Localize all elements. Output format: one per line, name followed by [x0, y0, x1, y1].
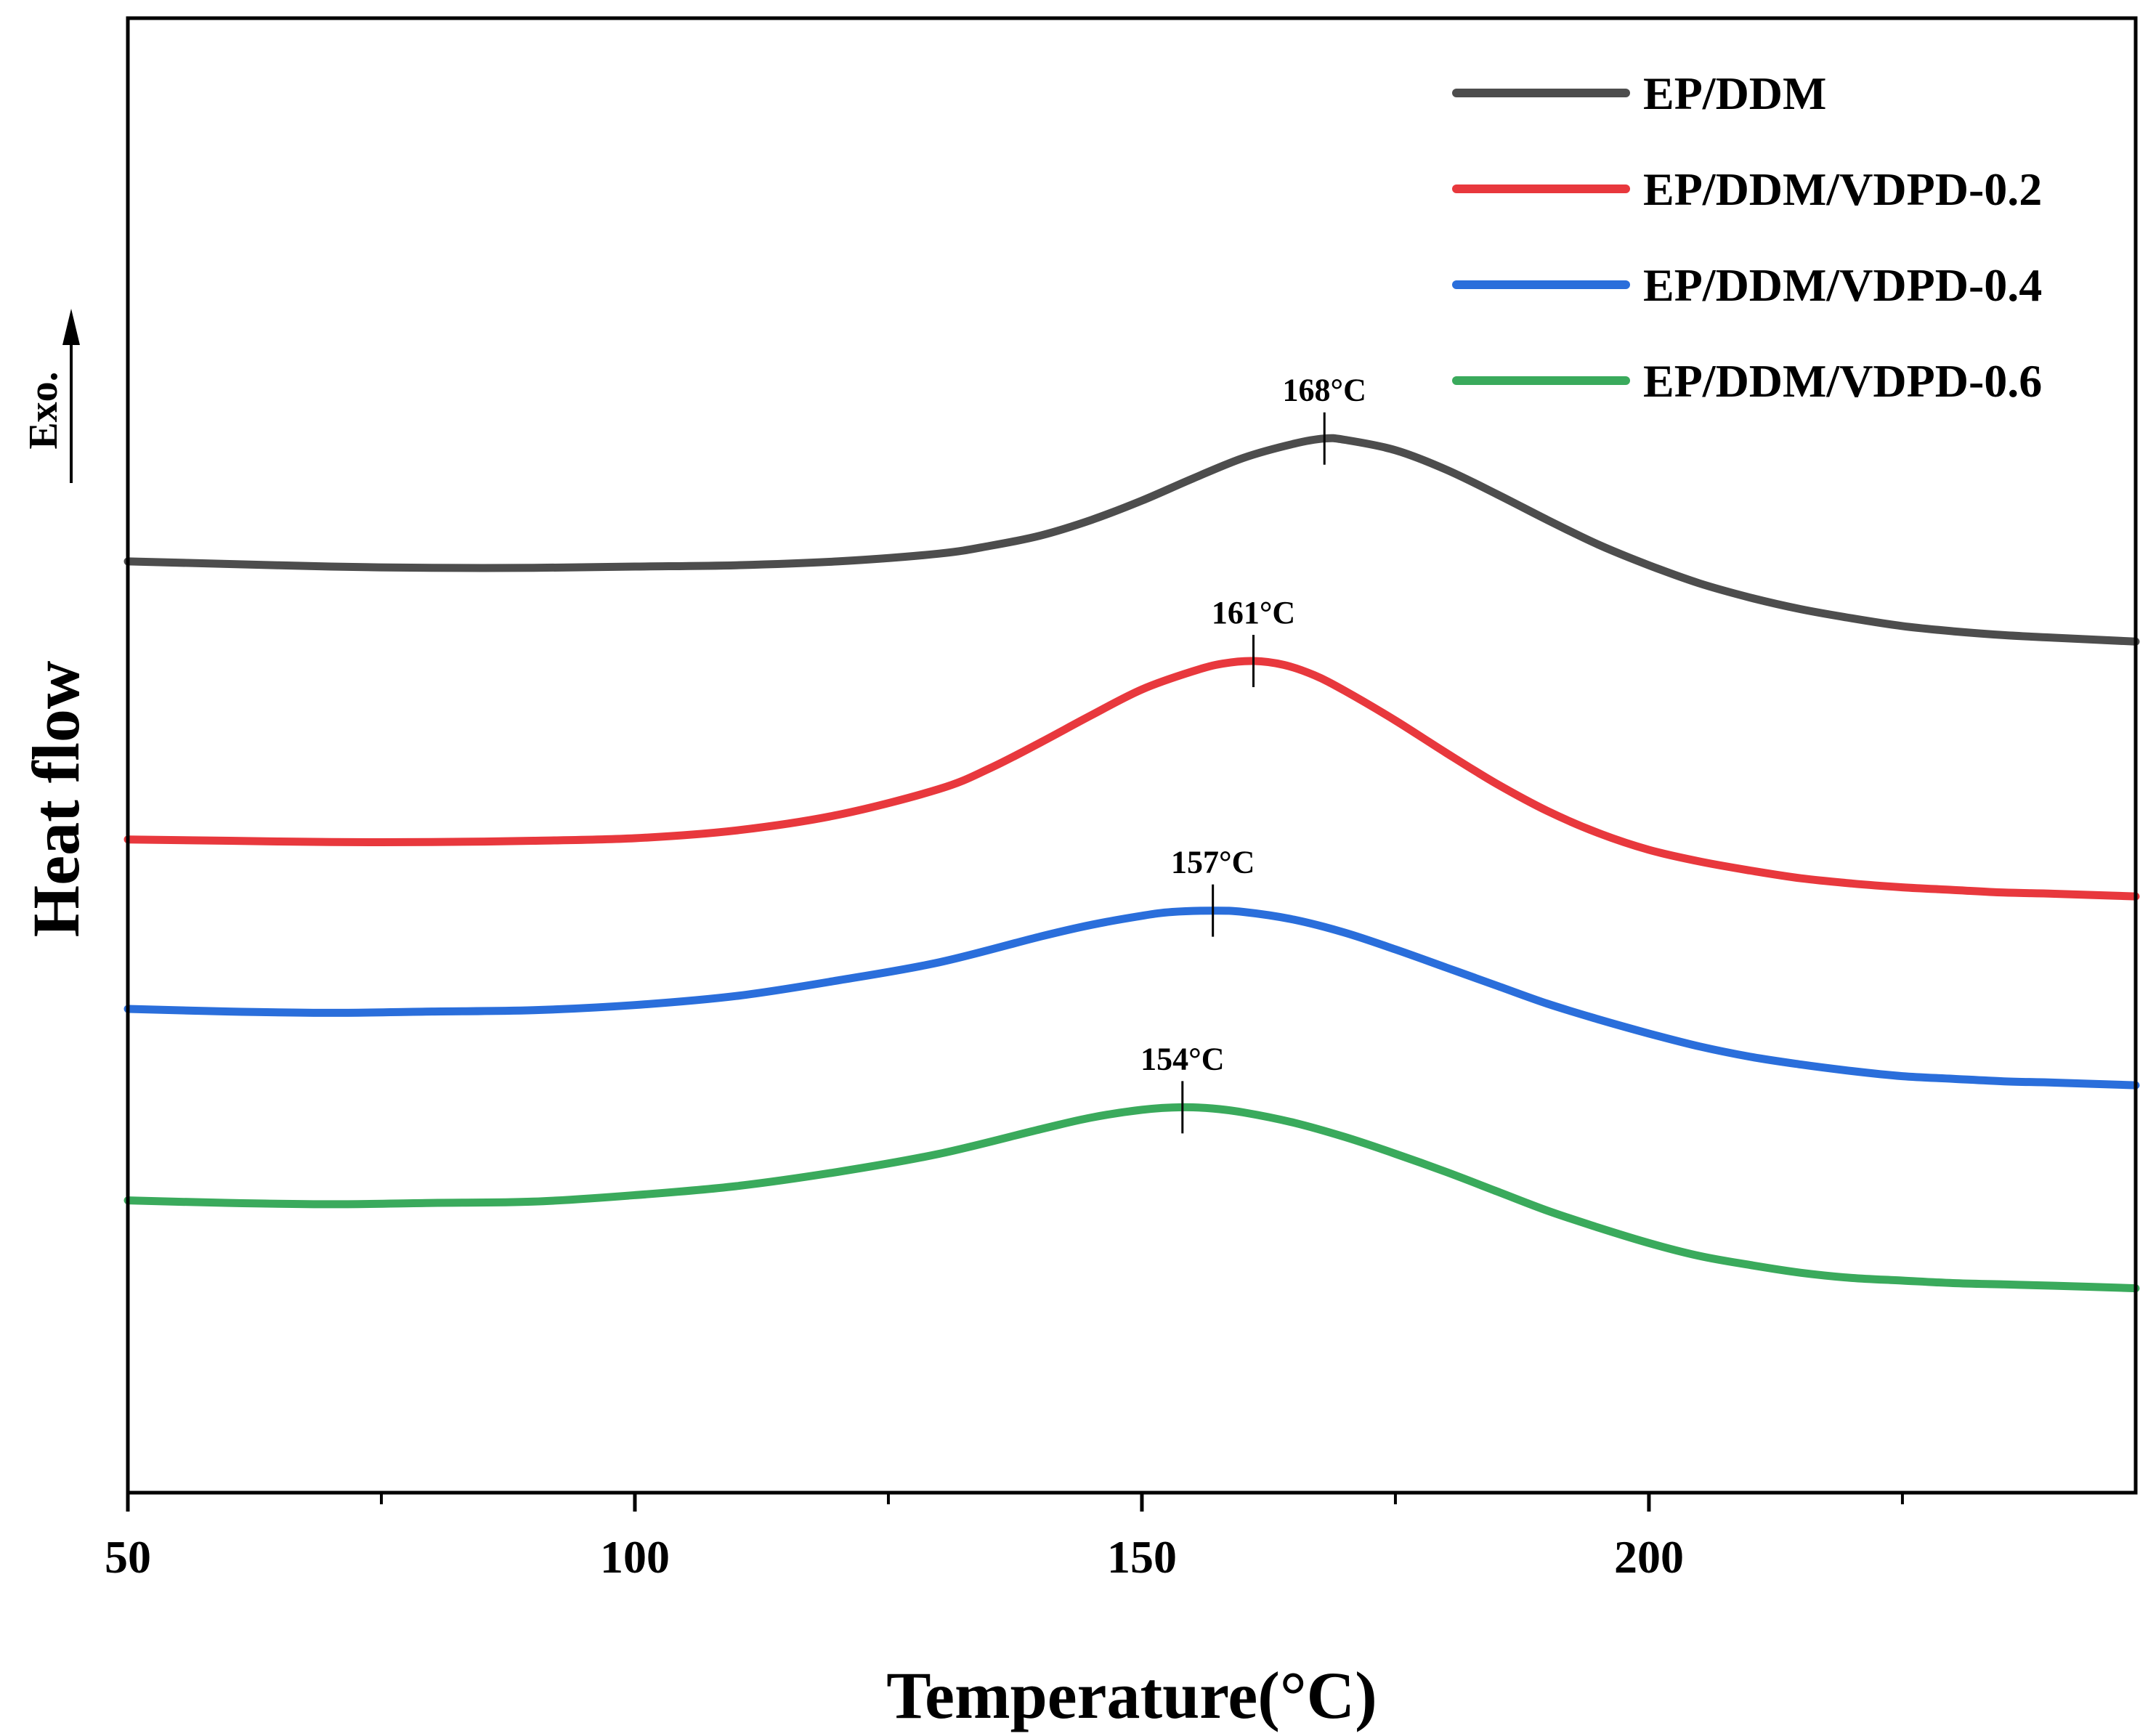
exo-label: Exo. [21, 371, 66, 449]
legend-label-3: EP/DDM/VDPD-0.4 [1643, 259, 2042, 311]
x-tick-label: 200 [1614, 1531, 1684, 1583]
x-tick-label: 150 [1107, 1531, 1177, 1583]
exo-arrow-head-icon [62, 309, 80, 345]
series-line-3 [123, 906, 2140, 1090]
peak-markers: 168°C 161°C 157°C 154°C [1140, 373, 1366, 1134]
series-line-1 [123, 434, 2140, 646]
legend-label-1: EP/DDM [1643, 68, 1826, 119]
series-line-2 [123, 657, 2140, 901]
peak-label-3: 157°C [1171, 845, 1255, 880]
peak-label-2: 161°C [1212, 595, 1295, 630]
x-axis-ticks: 50 100 150 200 [105, 1493, 1904, 1583]
series-layer [123, 434, 2140, 1293]
legend-label-2: EP/DDM/VDPD-0.2 [1643, 163, 2042, 215]
x-tick-label: 100 [600, 1531, 670, 1583]
x-tick-label: 50 [105, 1531, 151, 1583]
x-axis-title: Temperature(°C) [886, 1658, 1377, 1732]
peak-label-1: 168°C [1283, 373, 1366, 408]
y-axis-title: Heat flow [19, 661, 93, 938]
series-line-4 [123, 1103, 2140, 1293]
peak-label-4: 154°C [1140, 1041, 1224, 1076]
legend-label-4: EP/DDM/VDPD-0.6 [1643, 355, 2042, 407]
plot-frame [126, 16, 2138, 1495]
exo-indicator: Exo. [21, 309, 80, 483]
legend: EP/DDM EP/DDM/VDPD-0.2 EP/DDM/VDPD-0.4 EP/D… [1452, 68, 2042, 407]
